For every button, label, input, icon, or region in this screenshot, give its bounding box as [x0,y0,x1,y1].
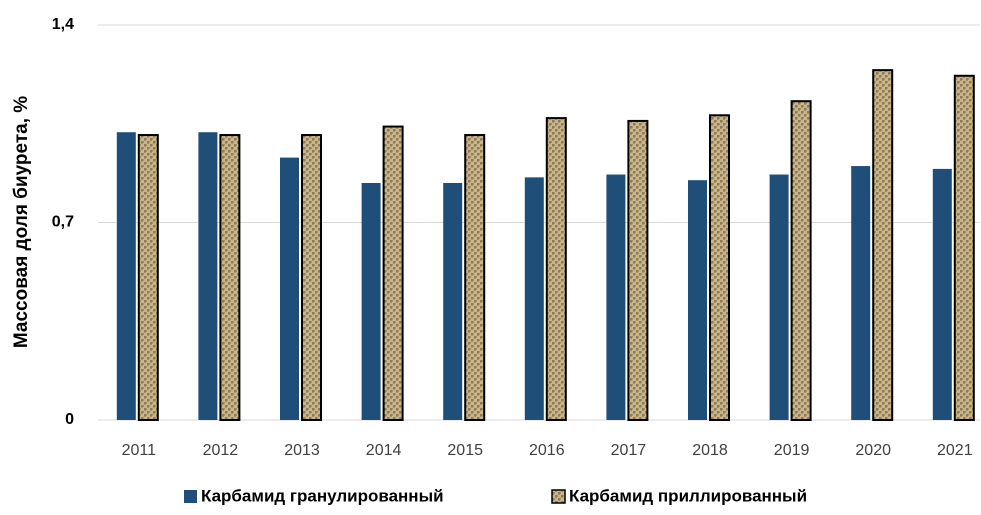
bar [953,74,975,422]
x-tick-label: 2019 [774,442,810,459]
x-tick-label: 2015 [447,442,483,459]
x-tick-label: 2018 [692,442,728,459]
bar [280,157,299,420]
bar [361,183,381,420]
bar [627,119,649,422]
x-tick-label: 2011 [122,442,157,459]
bar [382,125,404,421]
bar [116,132,136,420]
x-tick-label: 2014 [366,442,402,459]
bar [688,180,707,420]
x-tick-label: 2020 [855,442,891,459]
bar [709,114,730,422]
legend-label: Карбамид приллированный [569,486,807,505]
x-tick-label: 2016 [529,442,565,459]
bar [932,168,952,420]
y-tick-label: 0,7 [52,214,74,231]
bar [137,134,159,422]
x-tick-label: 2017 [611,442,647,459]
bar [464,134,486,422]
bar [769,174,789,420]
bar [851,166,871,420]
bar [443,183,463,420]
legend-label: Карбамид гранулированный [201,486,444,505]
bar [545,117,567,421]
bar [524,177,544,420]
bar [606,174,626,420]
x-tick-label: 2013 [284,442,320,459]
bar [790,100,812,422]
x-tick-label: 2021 [937,442,973,459]
x-tick-label: 2012 [203,442,239,459]
y-tick-label: 1,4 [52,16,74,33]
bar [872,69,894,422]
legend-swatch [184,490,197,503]
y-axis-title: Массовая доля биурета, % [11,96,32,348]
legend-swatch [551,489,566,504]
y-tick-label: 0 [65,411,74,428]
bar [219,134,241,422]
bar [198,132,218,420]
bar [301,134,322,422]
